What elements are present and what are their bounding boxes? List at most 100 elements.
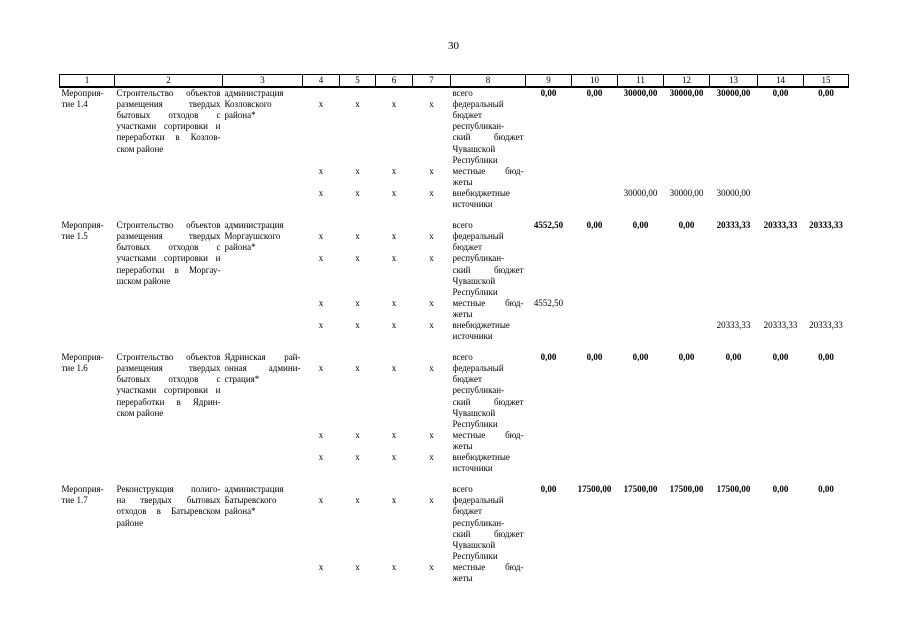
text-line: тие 1.5 [61,231,88,242]
empty-cell [572,385,618,429]
text-line: Чувашской [452,407,496,418]
empty-cell [664,253,710,297]
text-line: республикан- [452,385,505,396]
text-line: Мероприя- [61,220,104,231]
text-line: ский бюджет [452,264,524,275]
empty-cell [618,231,664,253]
page-number: 30 [448,40,459,52]
column-number-header: 1 [59,74,115,89]
amount-value: 17500,00 [577,484,612,495]
amount-column-14: 0,00 [758,484,804,594]
amount-column-14: 0,00 [758,352,804,484]
funding-source-label: федеральный бюджет [453,99,524,121]
text-line: ский бюджет [452,528,524,539]
amount-value: 17500,00 [669,484,704,495]
empty-cell [376,88,413,99]
amount-column-12: 30000,00 30000,00 [664,87,710,220]
amount-column-13: 20333,33 20333,33 [710,220,758,352]
empty-cell [804,253,849,297]
empty-cell [413,352,451,363]
amount-column-13: 17500,00 [710,484,758,594]
funding-source-label: всего [453,484,524,495]
x-mark: х [391,99,397,110]
text-line: района* [224,506,256,517]
empty-cell [572,320,618,342]
x-mark: х [318,165,324,176]
amount-column-11: 17500,00 [618,484,664,594]
measure-description-cell: Строительство объектов размещения твердых… [115,352,223,484]
x-mark: х [318,297,324,308]
amount-column-11: 0,00 [618,220,664,352]
funding-source-cell: всего федеральный бюджет республикан-ский б… [451,87,526,220]
x-mark: х [318,320,324,330]
funding-source-cell: всего федеральный бюджет республикан-ский б… [451,484,526,594]
amount-value: 20333,33 [763,320,798,330]
empty-cell [618,121,664,165]
empty-cell [618,166,664,188]
text-line: внебюджетные [452,452,510,463]
x-mark: х [355,363,360,374]
empty-cell [710,562,758,584]
text-line: республикан- [452,253,505,264]
funding-source-label: федеральный бюджет [453,231,524,253]
text-line: источники [452,199,493,210]
text-line: переработки в Козлов- [116,132,221,143]
text-line: администрация [224,88,284,99]
x-mark: х [355,429,360,440]
amount-column-11: 30000,00 30000,00 [618,87,664,220]
text-line: всего [452,352,473,363]
text-line: района* [224,242,256,253]
text-line: Чувашской [452,275,496,286]
measure-id-cell: Мероприя-тие 1.4 [60,87,115,220]
empty-cell [758,363,804,385]
empty-cell [303,220,340,231]
empty-cell [413,484,451,495]
text-line: бытовых отходов с [116,110,221,121]
x-mark: х [355,187,360,198]
x-mark: х [391,187,397,198]
empty-cell [710,253,758,297]
amount-column-11: 0,00 [618,352,664,484]
empty-cell [526,495,572,517]
measure-block-row: Мероприя-тие 1.5 Строительство объектов р… [60,220,849,352]
amount-value: 30000,00 [669,88,704,99]
amount-column-15: 20333,33 20333,33 [804,220,849,352]
x-mark: х [355,561,360,572]
text-line: Козловского [224,99,272,110]
empty-cell [376,385,413,429]
x-mark: х [318,253,324,264]
empty-cell [758,188,804,210]
empty-cell [572,166,618,188]
x-mark-column-6: х х х [376,352,413,484]
empty-cell [664,121,710,165]
amount-value: 0,00 [540,88,557,99]
empty-cell [710,298,758,320]
x-mark: х [355,452,360,463]
column-number-header: 15 [803,74,849,89]
x-mark: х [318,187,324,198]
text-line: жеты [452,308,473,319]
text-line: всего [452,88,473,99]
column-number-header: 2 [114,74,223,89]
amount-value: 30000,00 [716,187,751,198]
empty-cell [664,495,710,517]
text-line: администрация [224,484,284,495]
text-line: размещения твердых [116,363,221,374]
funding-source-label: федеральный бюджет [453,495,524,517]
text-line: бытовых отходов с [116,374,221,385]
empty-cell [526,430,572,452]
amount-column-9: 0,00 [526,484,572,594]
x-mark: х [429,297,434,308]
text-line: Строительство объектов [116,220,221,231]
amount-column-14: 0,00 [758,87,804,220]
x-mark: х [355,297,360,308]
amount-value: 0,00 [772,88,789,99]
empty-cell [340,220,376,231]
empty-cell [710,363,758,385]
text-line: Республики [452,418,498,429]
x-mark: х [391,320,397,330]
funding-source-label: внебюджетные источники [453,188,524,210]
empty-cell [804,99,849,121]
